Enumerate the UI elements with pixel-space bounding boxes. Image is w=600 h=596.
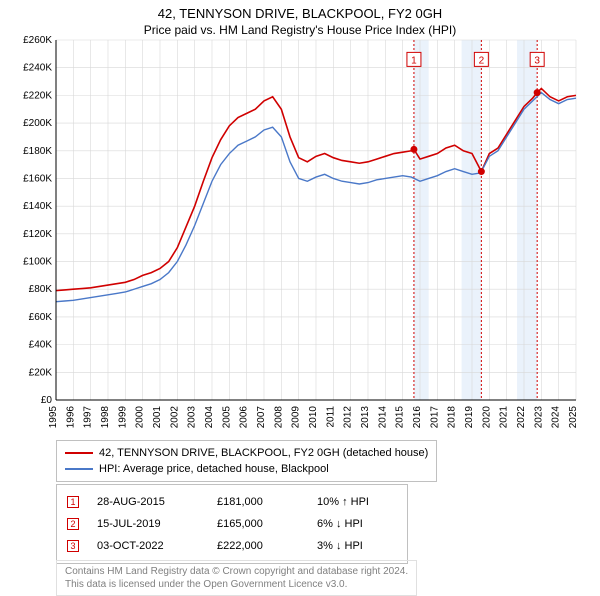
svg-text:2000: 2000	[135, 406, 146, 429]
svg-text:£40K: £40K	[29, 340, 53, 351]
svg-text:3: 3	[534, 55, 540, 66]
svg-text:1: 1	[411, 55, 417, 66]
transaction-row: 3 03-OCT-2022£222,0003% ↓ HPI	[67, 535, 397, 557]
legend-label: 42, TENNYSON DRIVE, BLACKPOOL, FY2 0GH (…	[99, 445, 428, 461]
svg-text:2011: 2011	[325, 406, 336, 428]
svg-text:£0: £0	[41, 395, 53, 406]
svg-text:1997: 1997	[83, 406, 94, 429]
svg-text:2023: 2023	[533, 406, 544, 429]
svg-text:2019: 2019	[464, 406, 475, 429]
svg-text:2016: 2016	[412, 406, 423, 429]
svg-text:2006: 2006	[239, 406, 250, 429]
svg-text:£240K: £240K	[23, 63, 52, 74]
svg-text:£60K: £60K	[29, 312, 53, 323]
footer-line-2: This data is licensed under the Open Gov…	[65, 578, 408, 591]
footer-line-1: Contains HM Land Registry data © Crown c…	[65, 565, 408, 578]
svg-text:£100K: £100K	[23, 257, 52, 268]
legend-label: HPI: Average price, detached house, Blac…	[99, 461, 329, 477]
svg-text:1999: 1999	[117, 406, 128, 429]
transaction-date: 15-JUL-2019	[97, 518, 217, 530]
svg-text:£20K: £20K	[29, 367, 53, 378]
svg-text:2022: 2022	[516, 406, 527, 429]
svg-text:2008: 2008	[273, 406, 284, 429]
svg-text:2004: 2004	[204, 406, 215, 429]
legend-row: 42, TENNYSON DRIVE, BLACKPOOL, FY2 0GH (…	[65, 445, 428, 461]
transaction-row: 2 15-JUL-2019£165,0006% ↓ HPI	[67, 513, 397, 535]
svg-text:£220K: £220K	[23, 90, 52, 101]
transaction-date: 28-AUG-2015	[97, 496, 217, 508]
transaction-delta: 6% ↓ HPI	[317, 518, 397, 530]
svg-text:2001: 2001	[152, 406, 163, 429]
svg-text:£260K: £260K	[23, 35, 52, 46]
transaction-marker: 3	[67, 540, 79, 552]
svg-text:2015: 2015	[395, 406, 406, 429]
svg-text:£160K: £160K	[23, 173, 52, 184]
svg-text:2013: 2013	[360, 406, 371, 429]
legend: 42, TENNYSON DRIVE, BLACKPOOL, FY2 0GH (…	[56, 440, 437, 482]
svg-text:1996: 1996	[65, 406, 76, 429]
svg-text:£200K: £200K	[23, 118, 52, 129]
svg-text:2012: 2012	[343, 406, 354, 429]
legend-row: HPI: Average price, detached house, Blac…	[65, 461, 428, 477]
svg-text:2025: 2025	[568, 406, 579, 429]
transaction-marker: 1	[67, 496, 79, 508]
transaction-price: £181,000	[217, 496, 317, 508]
svg-text:1998: 1998	[100, 406, 111, 429]
svg-text:2003: 2003	[187, 406, 198, 429]
transaction-delta: 3% ↓ HPI	[317, 540, 397, 552]
svg-text:2: 2	[479, 55, 485, 66]
svg-text:£140K: £140K	[23, 201, 52, 212]
transaction-price: £222,000	[217, 540, 317, 552]
chart: 1 2 3 £0 £20K £40K £60K £80K £100K £120K £140K £160…	[0, 0, 600, 440]
svg-text:£120K: £120K	[23, 229, 52, 240]
svg-text:£180K: £180K	[23, 146, 52, 157]
svg-text:2024: 2024	[551, 406, 562, 429]
transaction-price: £165,000	[217, 518, 317, 530]
legend-swatch	[65, 452, 93, 454]
transaction-row: 1 28-AUG-2015£181,00010% ↑ HPI	[67, 491, 397, 513]
svg-text:£80K: £80K	[29, 284, 53, 295]
svg-text:1995: 1995	[48, 406, 59, 429]
transactions-table: 1 28-AUG-2015£181,00010% ↑ HPI 2 15-JUL-201…	[56, 484, 408, 564]
svg-text:2017: 2017	[429, 406, 440, 429]
transaction-delta: 10% ↑ HPI	[317, 496, 397, 508]
footer: Contains HM Land Registry data © Crown c…	[56, 560, 417, 596]
svg-text:2005: 2005	[221, 406, 232, 429]
svg-text:2018: 2018	[447, 406, 458, 429]
svg-text:2007: 2007	[256, 406, 267, 429]
transaction-marker: 2	[67, 518, 79, 530]
svg-text:2002: 2002	[169, 406, 180, 429]
svg-text:2014: 2014	[377, 406, 388, 429]
svg-text:2010: 2010	[308, 406, 319, 429]
svg-text:2009: 2009	[291, 406, 302, 429]
svg-text:2021: 2021	[499, 406, 510, 429]
svg-text:2020: 2020	[481, 406, 492, 429]
transaction-date: 03-OCT-2022	[97, 540, 217, 552]
legend-swatch	[65, 468, 93, 470]
